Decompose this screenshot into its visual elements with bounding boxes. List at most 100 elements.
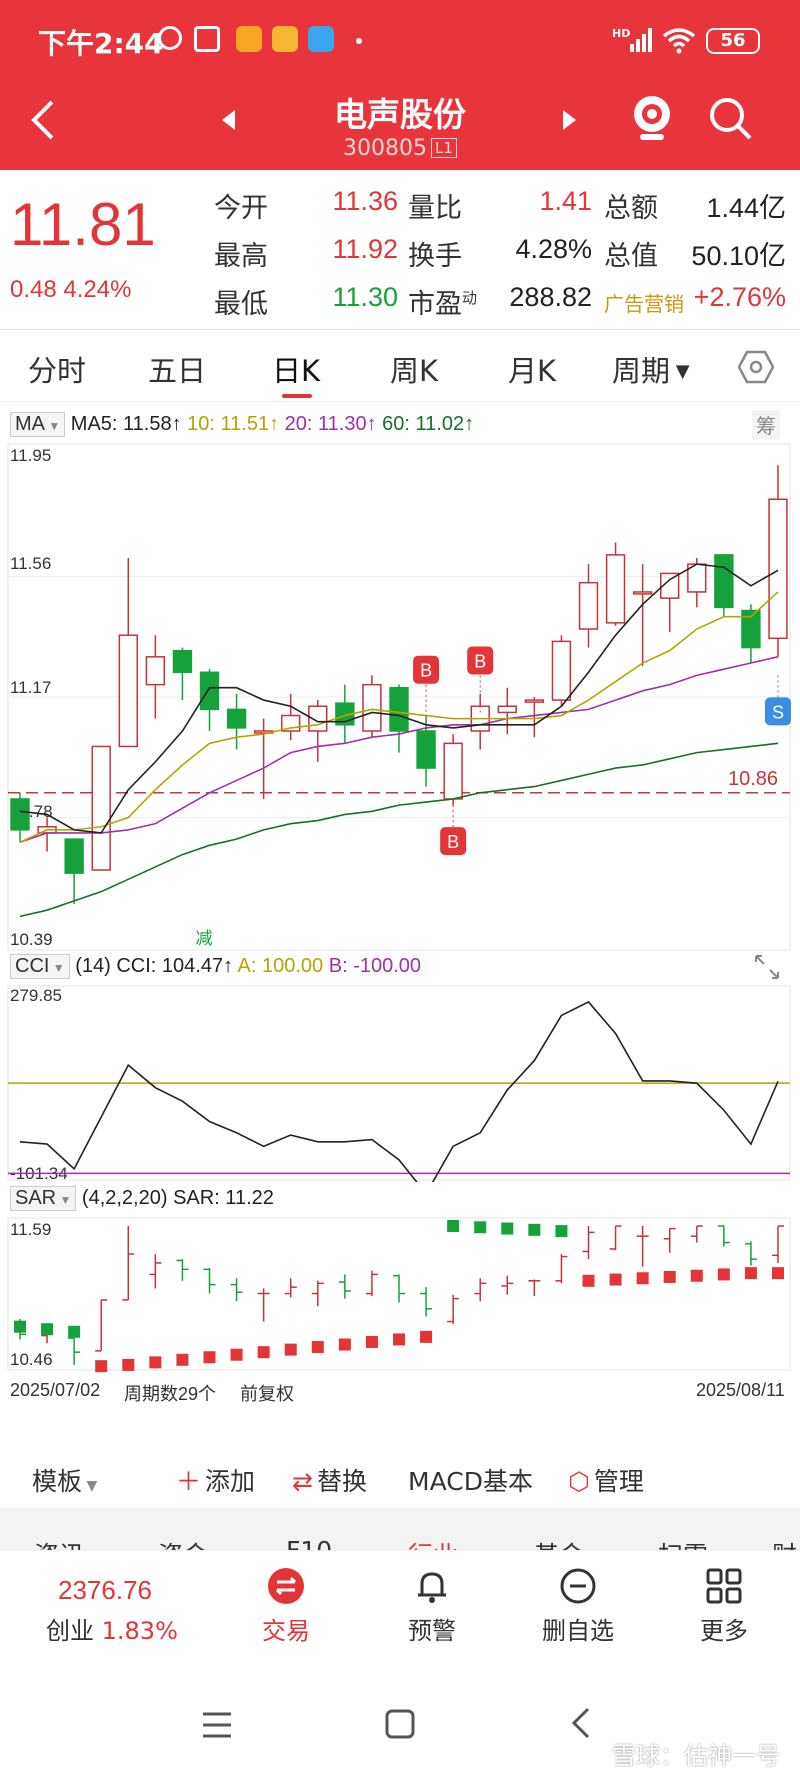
period-tabs: 分时 五日 日K 周K 月K 周期 ▼: [0, 330, 800, 402]
back-icon[interactable]: [28, 98, 58, 142]
ma10-legend: 10: 11.51↑: [187, 413, 280, 435]
ma5-legend: MA5: 11.58↑: [70, 413, 182, 435]
manage-button[interactable]: ⬡ 管理: [568, 1467, 644, 1496]
menu-nav-icon[interactable]: [200, 1710, 234, 1740]
sar-bottom-label: 10.46: [10, 1350, 53, 1369]
buy-marker-3-text: B: [474, 651, 486, 671]
sar-dot: [41, 1323, 54, 1336]
mascot-icon[interactable]: [628, 92, 676, 144]
candle-body: [524, 699, 545, 703]
next-stock-icon[interactable]: [562, 110, 576, 130]
index-value[interactable]: 2376.76: [58, 1575, 152, 1605]
sar-value-label: (4,2,2,20) SAR: 11.22: [81, 1187, 274, 1209]
cci-chart[interactable]: [0, 982, 800, 1182]
sar-dot: [447, 1220, 460, 1232]
sar-dot: [690, 1269, 703, 1282]
bell-icon: [418, 1572, 446, 1603]
cci-value-label: (14) CCI: 104.47↑: [75, 955, 234, 977]
sar-dot: [122, 1358, 135, 1371]
macd-basic-button[interactable]: MACD基本: [408, 1467, 533, 1496]
sar-dot: [257, 1346, 270, 1359]
candle-body: [389, 686, 409, 732]
sar-toggle-button[interactable]: SAR ▼: [10, 1186, 77, 1211]
strip-tab-finance[interactable]: 财: [772, 1536, 797, 1550]
strip-tab-industry[interactable]: 行业: [408, 1536, 458, 1550]
end-date: 2025/08/11: [696, 1380, 785, 1400]
ma-toggle-button[interactable]: MA ▼: [10, 412, 66, 437]
candle-body: [714, 554, 734, 609]
ma20-legend: 20: 11.30↑: [284, 413, 377, 435]
bottom-bar: 2376.76 创业 1.83% 交易 预警 删自选 更多: [0, 1550, 800, 1680]
battery-icon: 56: [706, 28, 760, 54]
more-button[interactable]: 更多: [664, 1567, 784, 1646]
candle-body: [118, 634, 138, 748]
prev-stock-icon[interactable]: [222, 110, 236, 130]
level-badge: L1: [431, 138, 457, 158]
ma10-line: [19, 591, 779, 843]
current-price: 11.81: [10, 191, 156, 258]
sar-dot: [717, 1268, 730, 1281]
ref-line-label: 10.86: [728, 768, 779, 790]
remove-watchlist-button[interactable]: 删自选: [518, 1567, 638, 1646]
sar-frame: [7, 1217, 791, 1371]
sector-label[interactable]: 广告营销: [604, 292, 684, 316]
strip-tab-fund[interactable]: 基金: [534, 1536, 584, 1550]
market-cap-value: 50.10亿: [691, 241, 786, 271]
add-indicator-button[interactable]: ＋添加: [176, 1467, 256, 1496]
tab-intraday[interactable]: 分时: [28, 354, 87, 388]
back-nav-icon[interactable]: [570, 1706, 592, 1740]
cci-toggle-button[interactable]: CCI ▼: [10, 954, 70, 979]
chart-area: MA ▼ MA5: 11.58↑ 10: 11.51↑ 20: 11.30↑ 6…: [0, 402, 800, 1412]
status-bar: 下午2:44 HD 56: [0, 0, 800, 80]
candlestick-chart[interactable]: B B B S 减: [0, 442, 800, 952]
sar-dot: [663, 1270, 676, 1283]
turnover-label: 换手: [408, 241, 462, 272]
strip-tab-news[interactable]: 资讯: [34, 1536, 84, 1550]
template-button[interactable]: 模板 ▼: [32, 1467, 98, 1496]
signal-icon: HD: [612, 27, 652, 52]
candle-body: [497, 705, 517, 714]
trade-button[interactable]: 交易: [226, 1567, 346, 1646]
index-name-change[interactable]: 创业 1.83%: [46, 1617, 178, 1645]
home-nav-icon[interactable]: [384, 1708, 416, 1740]
candle-body: [578, 581, 599, 630]
tab-weekly-k[interactable]: 周K: [390, 354, 439, 388]
replace-indicator-button[interactable]: ⇄ 替换: [292, 1467, 367, 1496]
expand-icon[interactable]: [752, 952, 782, 982]
tab-daily-k[interactable]: 日K: [272, 354, 321, 388]
adjust-mode[interactable]: 前复权: [240, 1384, 294, 1404]
candle-body: [226, 708, 247, 729]
candle-body: [741, 609, 761, 649]
tab-period[interactable]: 周期 ▼: [612, 354, 690, 388]
market-cap-label: 总值: [604, 241, 658, 272]
tab-five-day[interactable]: 五日: [148, 354, 207, 388]
sar-dot: [772, 1267, 784, 1280]
sar-dot: [95, 1360, 108, 1373]
sar-dot: [744, 1267, 757, 1280]
buy-marker-3-box: [467, 646, 494, 675]
alert-button[interactable]: 预警: [372, 1567, 492, 1646]
sar-dot: [176, 1353, 189, 1366]
sar-dot: [149, 1356, 162, 1369]
chip-distribution-button[interactable]: 筹: [752, 410, 780, 439]
strip-tab-risk[interactable]: 扫雷: [658, 1536, 708, 1550]
search-icon[interactable]: [708, 96, 754, 142]
sar-dot: [311, 1341, 324, 1354]
ma20-line: [19, 656, 779, 843]
sar-chart[interactable]: [0, 1214, 800, 1374]
sar-dot: [393, 1333, 405, 1346]
strip-tab-f10[interactable]: F10: [286, 1536, 332, 1550]
app-notify-icon-2: [272, 26, 298, 52]
sar-dot: [338, 1338, 351, 1351]
axis-mid1-label: 11.56: [10, 554, 52, 573]
settings-hex-icon[interactable]: [738, 350, 774, 384]
sar-dot: [420, 1330, 433, 1343]
app-header: 下午2:44 HD 56 电声股份 300805 L1: [0, 0, 800, 170]
buy-marker-2-box: [440, 827, 467, 856]
sar-dot: [582, 1274, 595, 1287]
sector-change[interactable]: +2.76%: [693, 282, 786, 312]
strip-tab-funds[interactable]: 资金: [158, 1536, 208, 1550]
pe-value: 288.82: [509, 282, 592, 312]
cci-legend: CCI ▼ (14) CCI: 104.47↑ A: 100.00 B: -10…: [10, 954, 421, 979]
tab-monthly-k[interactable]: 月K: [508, 354, 557, 388]
